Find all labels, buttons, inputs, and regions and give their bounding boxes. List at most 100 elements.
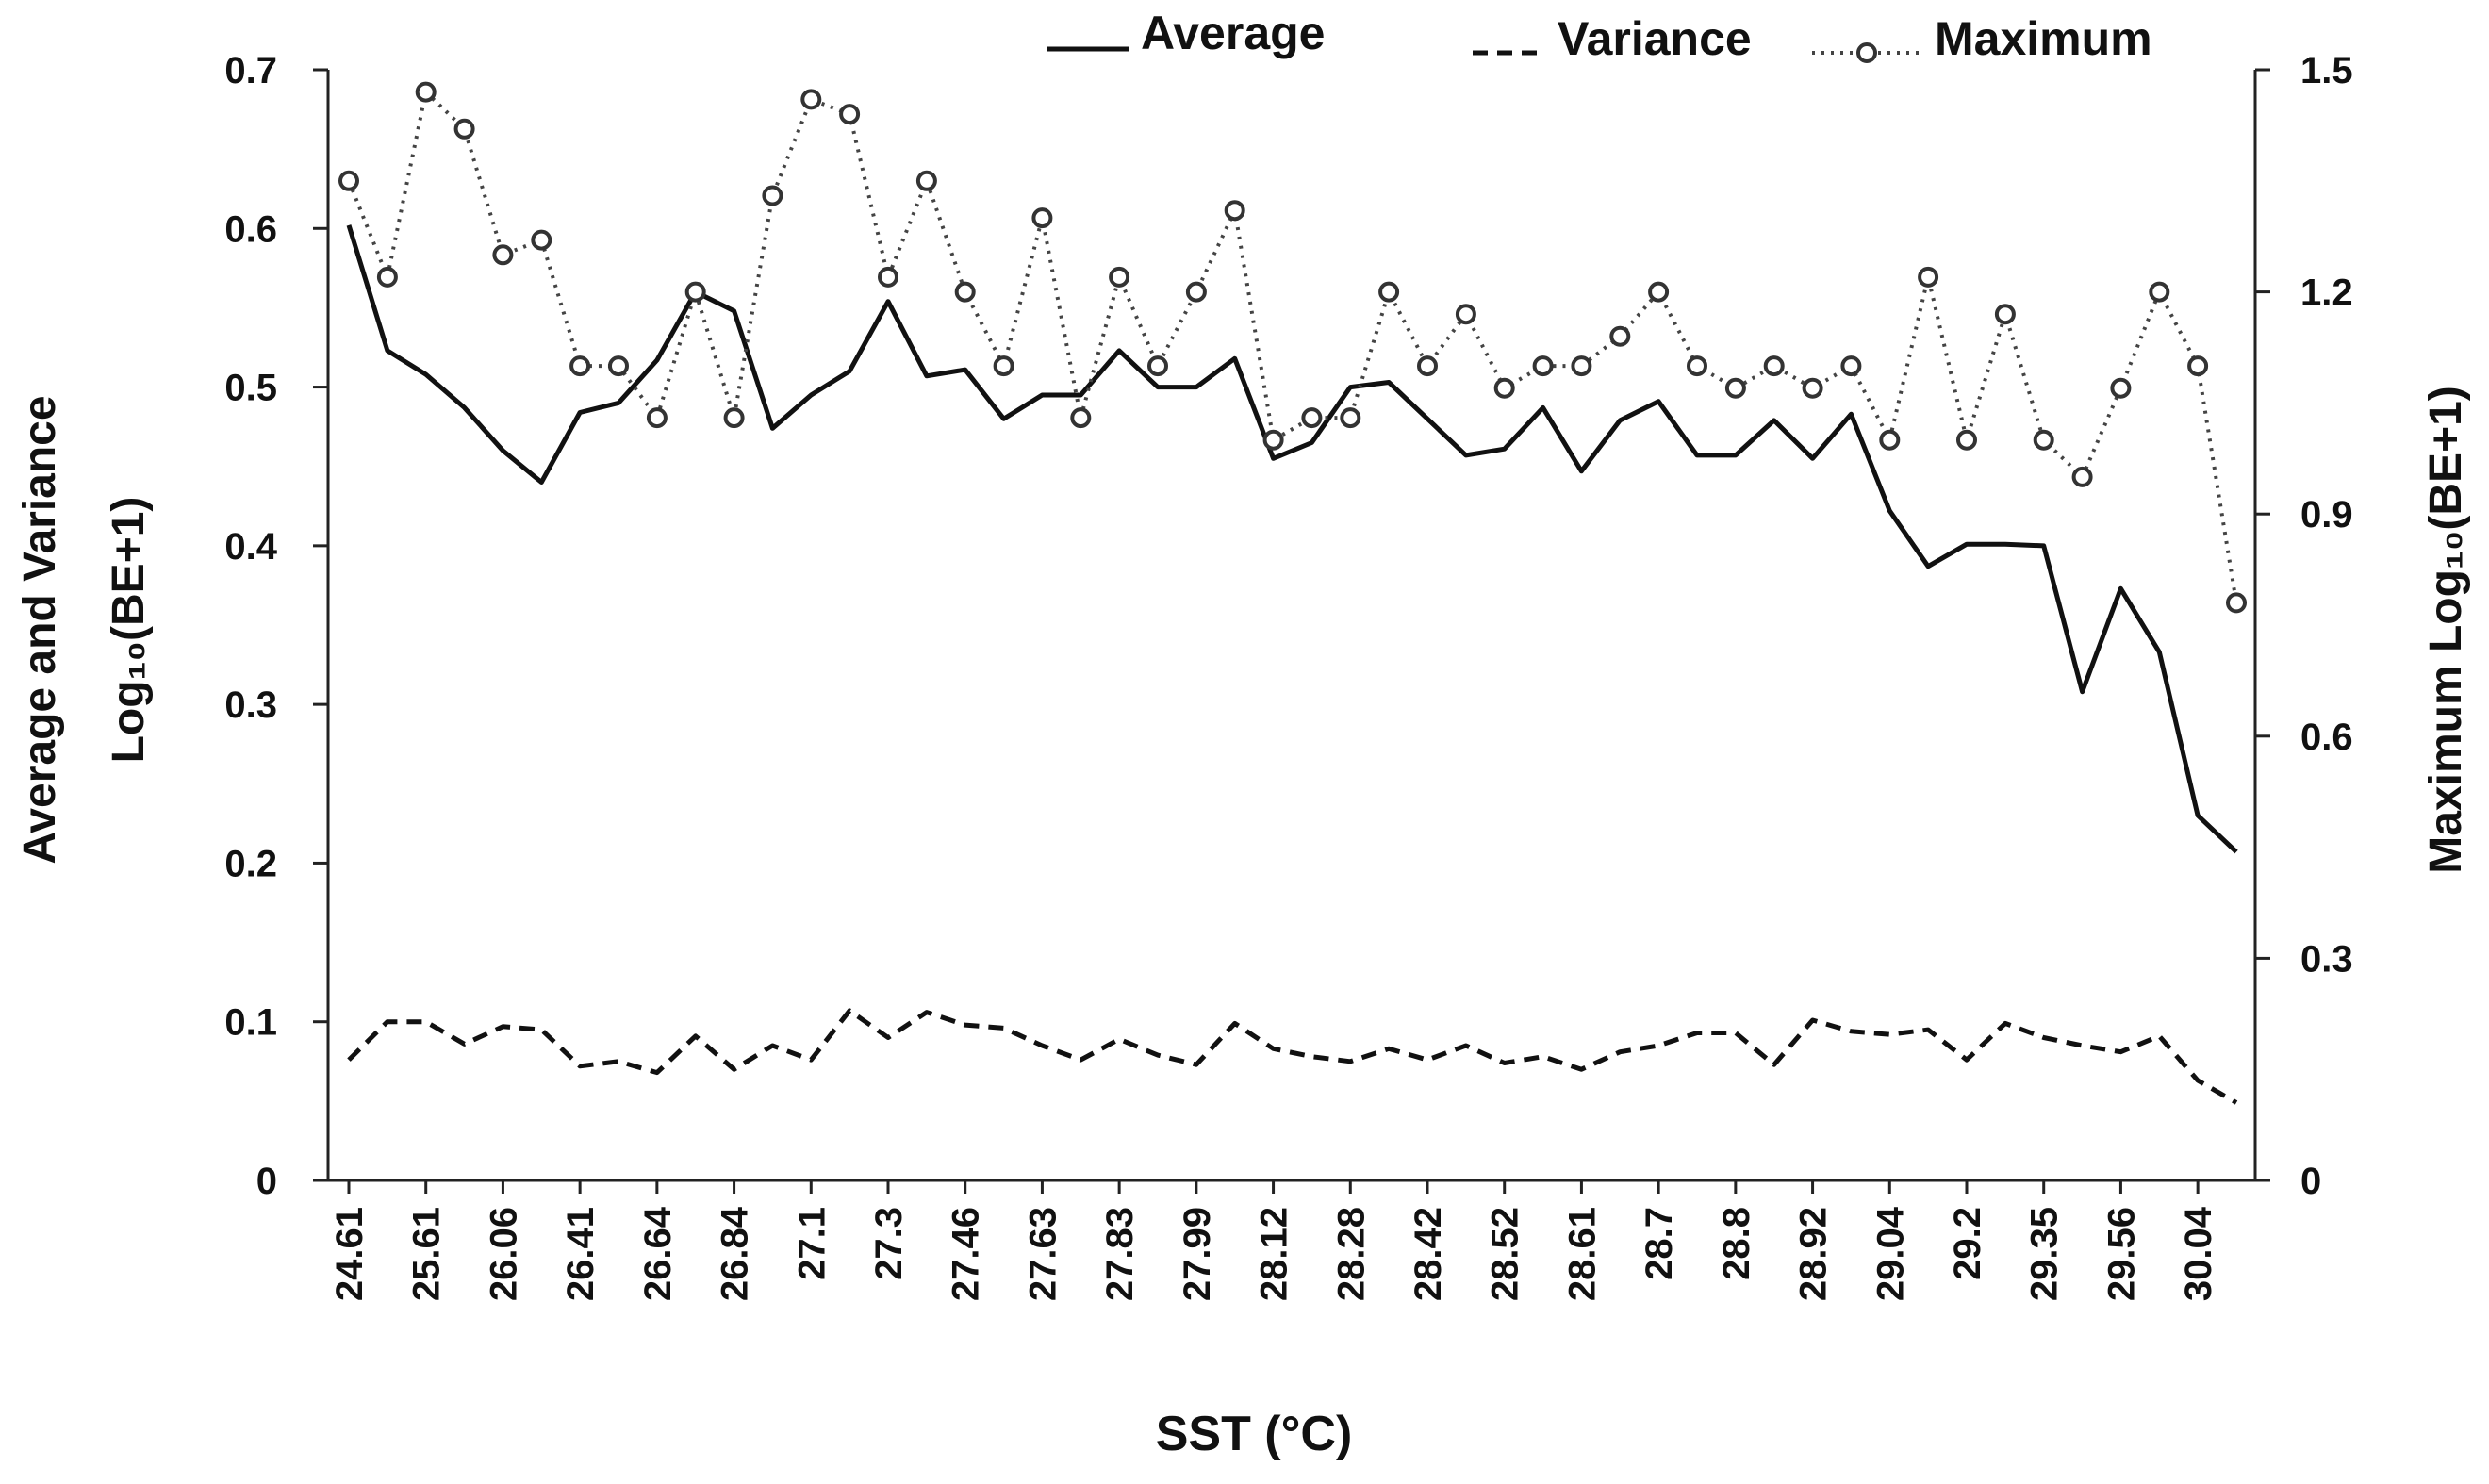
- x-tick-label: 28.92: [1793, 1207, 1835, 1301]
- series-maximum-point: [1340, 407, 1361, 429]
- x-tick-label: 29.04: [1870, 1206, 1911, 1301]
- series-maximum-point: [1840, 355, 1862, 377]
- x-tick-label: 28.42: [1408, 1207, 1449, 1301]
- left-y-tick-label: 0.3: [224, 684, 277, 726]
- legend-average-label: Average: [1141, 7, 1325, 59]
- series-maximum-point: [1918, 266, 1939, 288]
- y-axis-left-label-line1: Average and Variance: [15, 395, 65, 864]
- series-maximum-point: [2187, 355, 2209, 377]
- series-maximum-point: [2110, 377, 2132, 399]
- series-maximum-point: [1262, 429, 1284, 451]
- series-maximum-point: [1879, 429, 1901, 451]
- x-tick-label: 28.52: [1485, 1207, 1526, 1301]
- series-maximum-point: [453, 118, 475, 140]
- series-maximum-point: [338, 170, 359, 191]
- series-maximum-point: [1802, 377, 1823, 399]
- y-axis-right-label: Maximum Log₁₀(BE+1): [2421, 386, 2471, 874]
- x-tick-label: 28.8: [1716, 1207, 1757, 1280]
- x-tick-label: 29.35: [2024, 1207, 2066, 1301]
- right-y-tick-label: 0: [2300, 1161, 2321, 1202]
- series-maximum-point: [1994, 304, 2016, 325]
- series-maximum-point: [1648, 281, 1670, 303]
- series-maximum-point: [1147, 355, 1168, 377]
- series-maximum-point: [492, 244, 514, 266]
- series-maximum-point: [1417, 355, 1438, 377]
- series-maximum-point: [2149, 281, 2170, 303]
- series-maximum-point: [646, 407, 668, 429]
- x-axis-ticks: 24.61 25.61 26.06 26.41 26.64 26.84 27.1 27.3 27…: [329, 1180, 2219, 1301]
- series-maximum-point: [762, 185, 783, 206]
- y-axis-left-label-line2: Log₁₀(BE+1): [104, 497, 154, 764]
- x-axis-label: SST (°C): [1156, 1407, 1353, 1461]
- x-tick-label: 26.64: [637, 1206, 679, 1301]
- series-maximum-point: [839, 104, 861, 125]
- series-maximum-point: [993, 355, 1014, 377]
- series-maximum-point: [1493, 377, 1515, 399]
- x-tick-label: 25.61: [406, 1207, 448, 1301]
- series-layer: [338, 81, 2247, 1105]
- series-maximum-point: [569, 355, 591, 377]
- right-y-tick-label: 0.3: [2300, 938, 2353, 980]
- series-maximum-point: [2033, 429, 2054, 451]
- x-tick-label: 26.41: [560, 1207, 602, 1301]
- x-tick-label: 26.84: [715, 1206, 756, 1301]
- x-tick-label: 29.56: [2101, 1207, 2142, 1301]
- series-maximum-point: [1956, 429, 1977, 451]
- series-maximum-point: [376, 266, 398, 288]
- left-y-tick-label: 0: [256, 1161, 277, 1202]
- series-maximum-point: [1109, 266, 1130, 288]
- series-maximum-point: [608, 355, 629, 377]
- series-maximum-point: [1571, 355, 1592, 377]
- x-tick-label: 27.83: [1099, 1207, 1141, 1301]
- x-tick-label: 24.61: [329, 1207, 371, 1301]
- series-maximum-point: [1031, 207, 1053, 229]
- right-y-tick-label: 1.2: [2300, 272, 2353, 314]
- legend: Average Variance Maximum: [1047, 7, 2152, 65]
- x-tick-label: 28.12: [1254, 1207, 1295, 1301]
- series-maximum-point: [1609, 325, 1631, 347]
- x-tick-label: 27.63: [1022, 1207, 1063, 1301]
- x-tick-label: 28.61: [1561, 1207, 1603, 1301]
- series-maximum-point: [878, 266, 898, 288]
- left-y-tick-label: 0.5: [224, 368, 277, 409]
- right-y-tick-label: 0.6: [2300, 717, 2353, 758]
- left-y-tick-label: 0.2: [224, 843, 277, 884]
- series-maximum-point: [1763, 355, 1785, 377]
- left-y-tick-label: 0.4: [224, 526, 277, 568]
- series-maximum-point: [684, 281, 706, 303]
- left-y-tick-label: 0.1: [224, 1002, 277, 1044]
- series-maximum-point: [531, 229, 552, 251]
- series-maximum-point: [1687, 355, 1707, 377]
- series-maximum-point: [1455, 304, 1476, 325]
- x-tick-label: 26.06: [483, 1207, 524, 1301]
- x-tick-label: 27.46: [946, 1207, 987, 1301]
- series-maximum-point: [1532, 355, 1554, 377]
- series-variance-line: [347, 1008, 2238, 1105]
- axes: [326, 70, 2257, 1182]
- legend-variance-label: Variance: [1558, 12, 1752, 65]
- x-tick-label: 27.1: [791, 1207, 832, 1280]
- right-y-tick-label: 1.5: [2300, 50, 2353, 91]
- x-tick-label: 29.2: [1947, 1207, 1988, 1280]
- left-y-tick-label: 0.7: [224, 50, 277, 91]
- series-maximum-point: [915, 170, 937, 191]
- x-tick-label: 27.99: [1177, 1207, 1218, 1301]
- series-average-line: [346, 224, 2238, 854]
- series-maximum-point: [723, 407, 745, 429]
- series-maximum-point: [800, 89, 822, 110]
- x-tick-label: 28.7: [1639, 1207, 1680, 1280]
- series-maximum-point: [1301, 407, 1323, 429]
- series-maximum-point: [415, 81, 437, 103]
- series-maximum-point: [1185, 281, 1207, 303]
- series-maximum-point: [2071, 466, 2093, 487]
- left-y-tick-label: 0.6: [224, 208, 277, 250]
- right-y-axis-ticks: 0 0.3 0.6 0.9 1.2 1.5: [2255, 50, 2353, 1202]
- series-maximum-point: [1378, 281, 1400, 303]
- series-maximum-point: [1070, 407, 1092, 429]
- series-maximum-point: [1724, 377, 1746, 399]
- left-y-axis-ticks: 0 0.1 0.2 0.3 0.4 0.5 0.6 0.7: [224, 50, 328, 1202]
- x-tick-label: 28.28: [1330, 1207, 1372, 1301]
- series-maximum-point: [2226, 592, 2247, 614]
- legend-maximum-label: Maximum: [1935, 12, 2152, 65]
